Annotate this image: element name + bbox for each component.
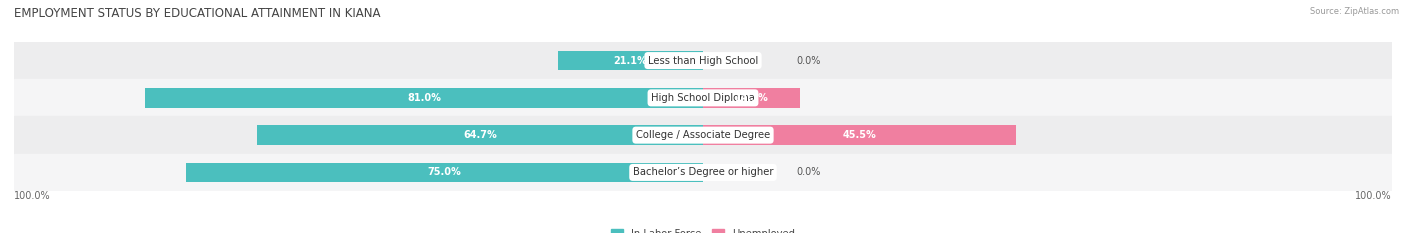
- Bar: [14, 116, 1392, 154]
- Legend: In Labor Force, Unemployed: In Labor Force, Unemployed: [607, 225, 799, 233]
- Text: 45.5%: 45.5%: [842, 130, 876, 140]
- Text: Source: ZipAtlas.com: Source: ZipAtlas.com: [1310, 7, 1399, 16]
- Text: 75.0%: 75.0%: [427, 168, 461, 177]
- Text: 0.0%: 0.0%: [796, 56, 820, 65]
- Bar: [257, 125, 703, 145]
- Text: 0.0%: 0.0%: [796, 168, 820, 177]
- Bar: [703, 88, 800, 108]
- Bar: [14, 79, 1392, 116]
- Text: EMPLOYMENT STATUS BY EDUCATIONAL ATTAINMENT IN KIANA: EMPLOYMENT STATUS BY EDUCATIONAL ATTAINM…: [14, 7, 381, 20]
- Text: 100.0%: 100.0%: [14, 191, 51, 201]
- Text: High School Diploma: High School Diploma: [651, 93, 755, 103]
- Bar: [14, 154, 1392, 191]
- Text: 21.1%: 21.1%: [613, 56, 647, 65]
- Bar: [186, 163, 703, 182]
- Text: Bachelor’s Degree or higher: Bachelor’s Degree or higher: [633, 168, 773, 177]
- Text: 100.0%: 100.0%: [1355, 191, 1392, 201]
- Text: Less than High School: Less than High School: [648, 56, 758, 65]
- Bar: [145, 88, 703, 108]
- Text: 64.7%: 64.7%: [463, 130, 496, 140]
- Text: College / Associate Degree: College / Associate Degree: [636, 130, 770, 140]
- Text: 14.1%: 14.1%: [735, 93, 769, 103]
- Bar: [14, 42, 1392, 79]
- Bar: [558, 51, 703, 70]
- Text: 81.0%: 81.0%: [408, 93, 441, 103]
- Bar: [703, 125, 1017, 145]
